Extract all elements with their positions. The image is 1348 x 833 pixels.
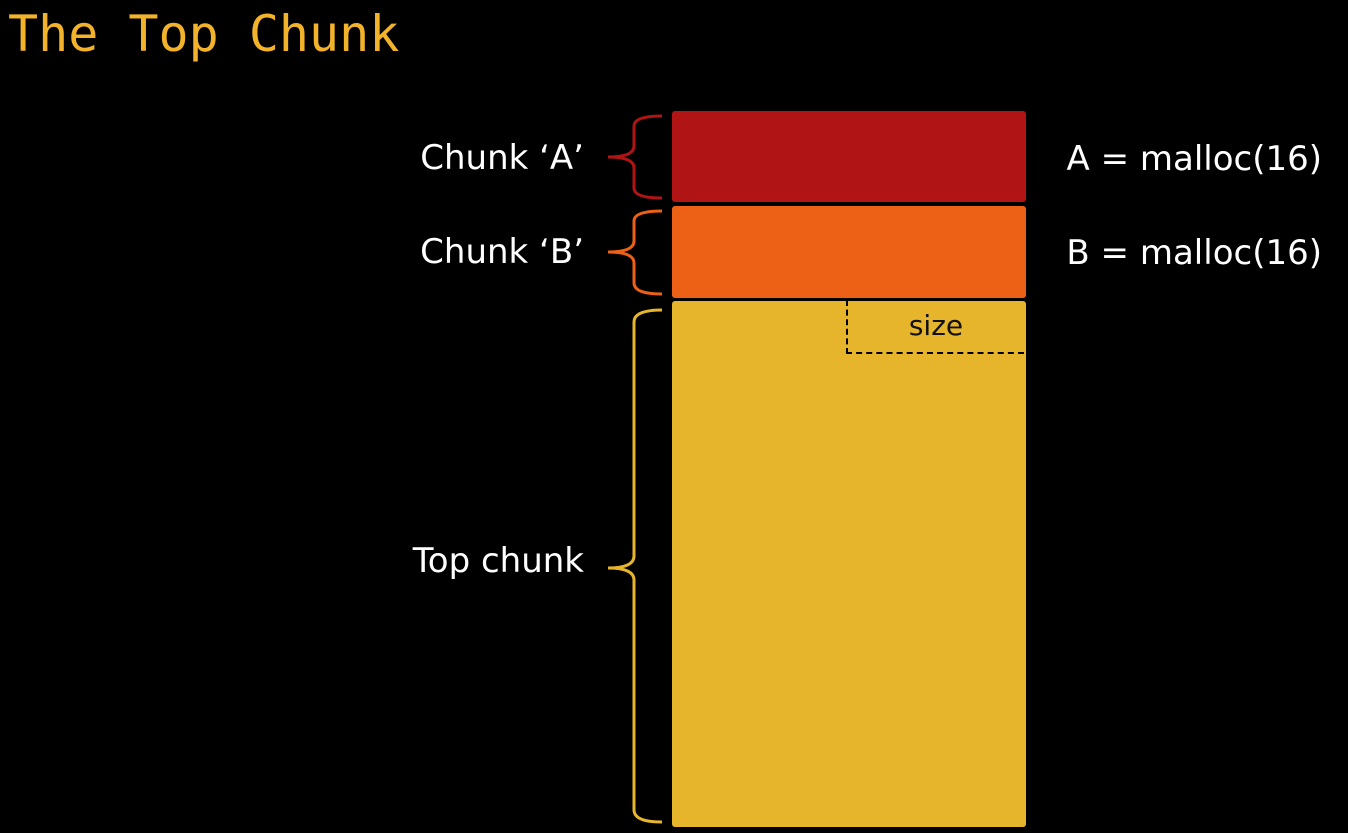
slide-title: The Top Chunk (8, 5, 400, 63)
chunk-b-brace-icon (607, 209, 663, 296)
chunk-a-malloc-call: A = malloc(16) (1066, 139, 1323, 179)
chunk-b-malloc-call: B = malloc(16) (1066, 233, 1322, 273)
size-field-label: size (908, 309, 964, 342)
size-field: size (846, 300, 1024, 354)
top-chunk-block (672, 301, 1026, 827)
top-chunk-brace-icon (607, 308, 663, 824)
top-chunk-label: Top chunk (412, 541, 584, 581)
chunk-a-block (672, 111, 1026, 202)
chunk-a-label: Chunk ‘A’ (420, 138, 584, 178)
chunk-b-label: Chunk ‘B’ (420, 232, 584, 272)
chunk-a-brace-icon (607, 114, 663, 200)
chunk-b-block (672, 206, 1026, 298)
